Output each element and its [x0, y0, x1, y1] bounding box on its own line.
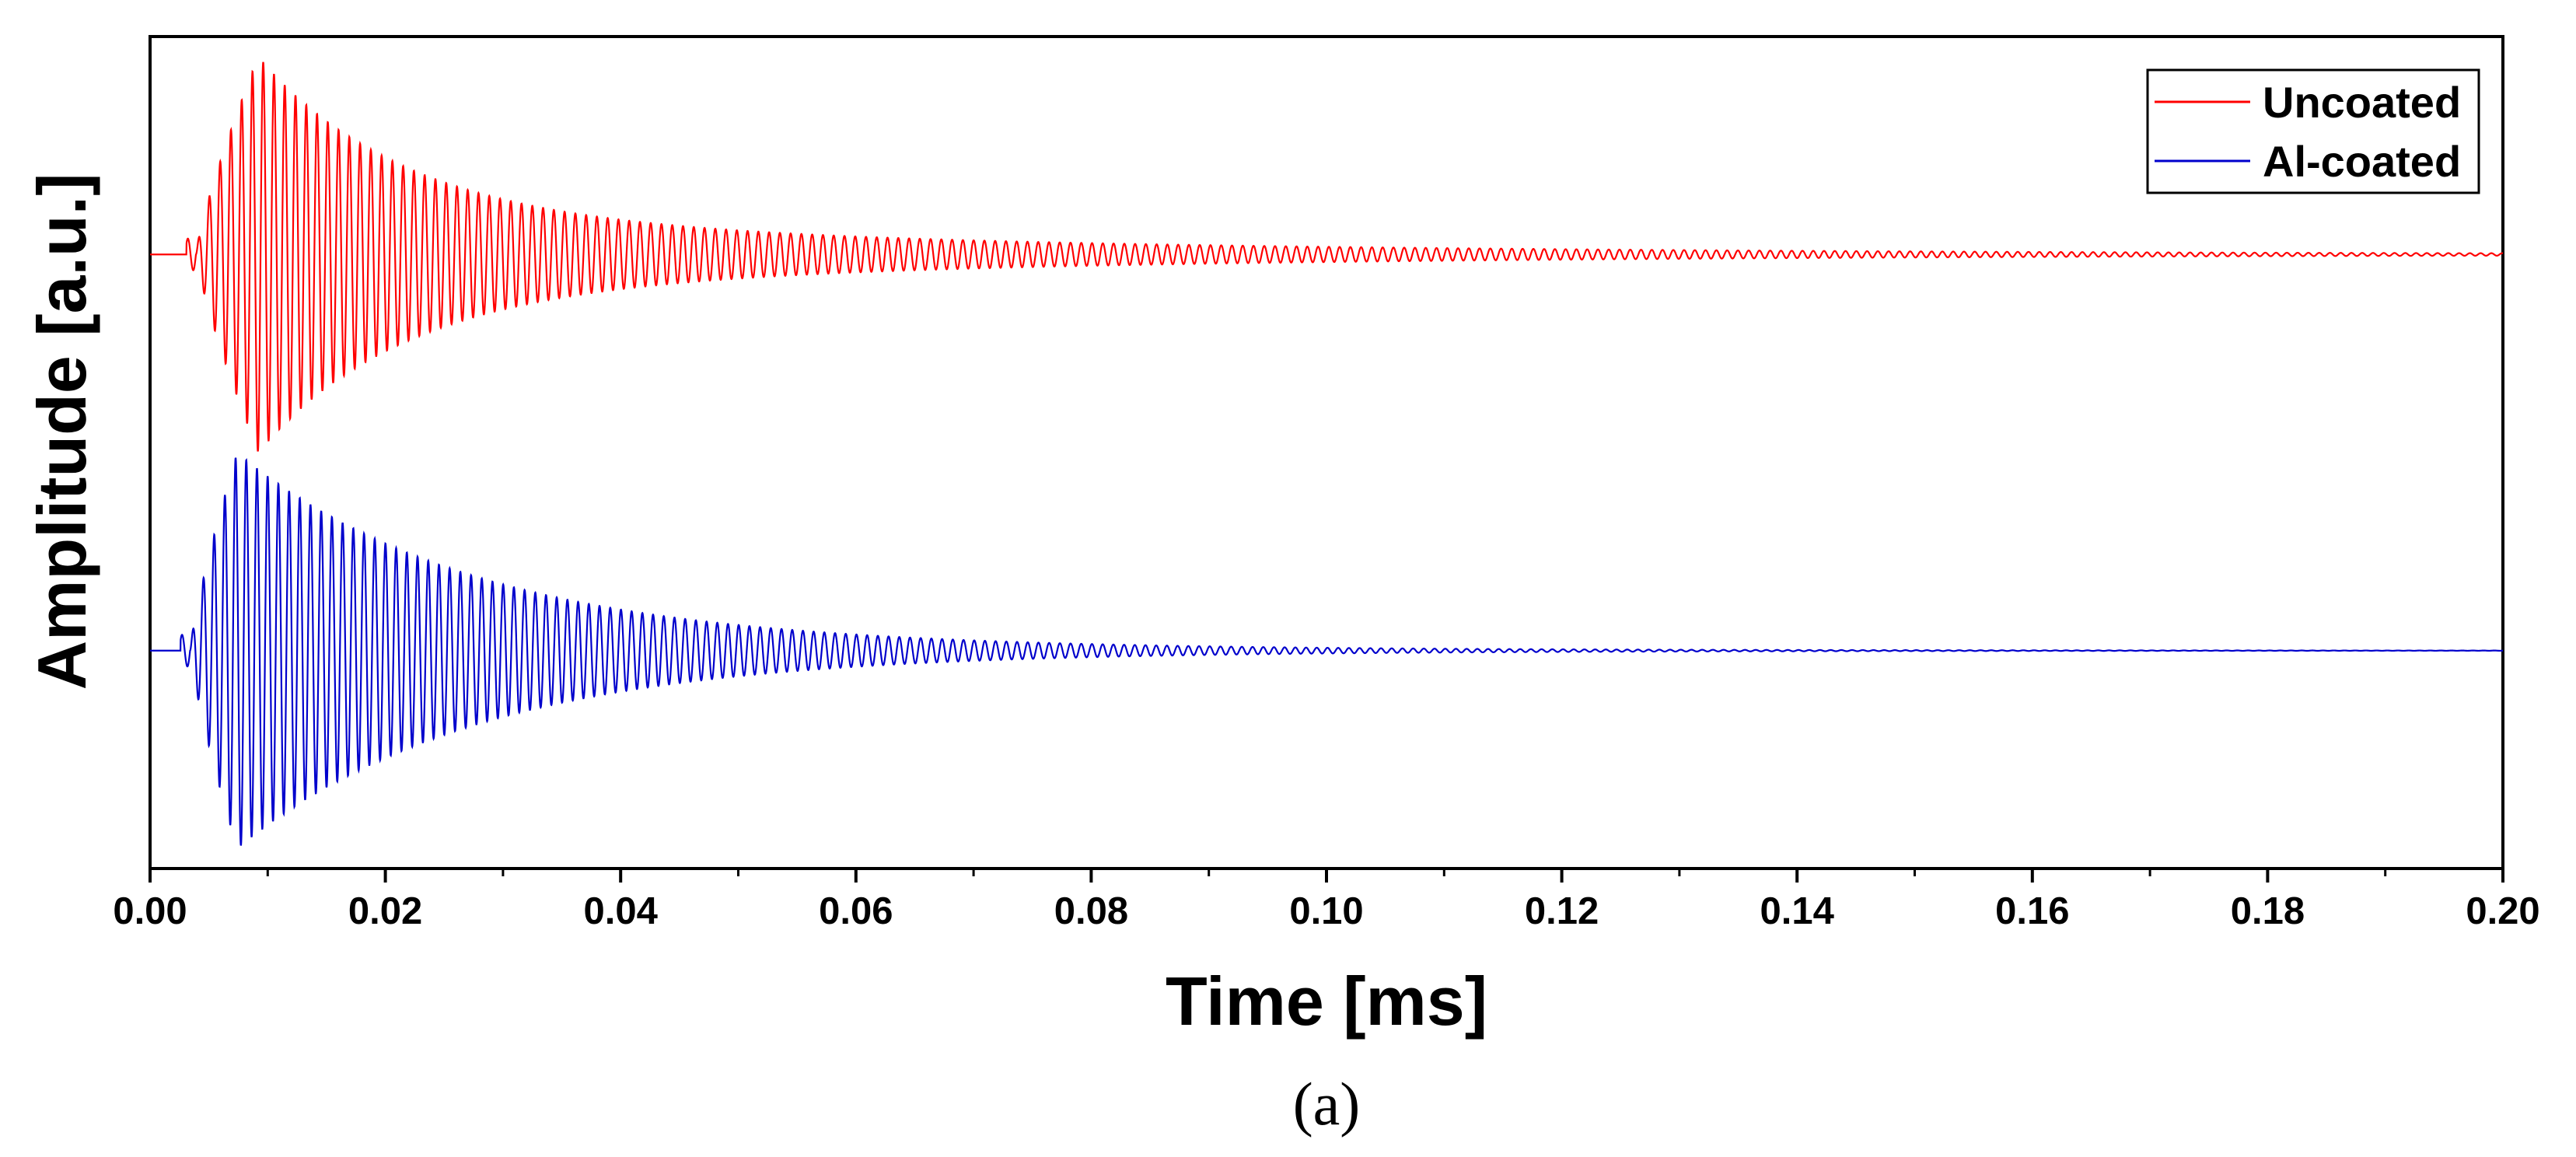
x-tick-label-7: 0.14 — [1760, 890, 1834, 932]
series-line-uncoated — [150, 61, 2504, 452]
x-axis-title: Time [ms] — [1166, 963, 1487, 1040]
x-tick-label-3: 0.06 — [819, 890, 893, 932]
y-axis-title: Amplitude [a.u.] — [23, 173, 100, 690]
x-tick-label-4: 0.08 — [1054, 890, 1128, 932]
legend: Uncoated Al-coated — [2146, 68, 2480, 194]
x-tick-label-8: 0.16 — [1995, 890, 2069, 932]
x-tick-label-2: 0.04 — [584, 890, 658, 932]
legend-box — [2146, 68, 2480, 194]
x-axis-ticks: 0.00 0.02 0.04 0.06 0.08 0.10 0.12 0.14 0.16 0.18… — [113, 869, 2540, 932]
legend-label-uncoated: Uncoated — [2263, 78, 2461, 127]
figure-caption: (a) — [1293, 1070, 1361, 1138]
legend-label-al-coated: Al-coated — [2263, 137, 2461, 186]
x-tick-label-10: 0.20 — [2466, 890, 2539, 932]
x-tick-label-0: 0.00 — [113, 890, 187, 932]
series-layer — [150, 61, 2504, 846]
series-line-al-coated — [150, 457, 2504, 846]
x-tick-label-9: 0.18 — [2231, 890, 2305, 932]
x-tick-label-6: 0.12 — [1525, 890, 1599, 932]
x-tick-label-5: 0.10 — [1289, 890, 1363, 932]
x-tick-label-1: 0.02 — [348, 890, 422, 932]
